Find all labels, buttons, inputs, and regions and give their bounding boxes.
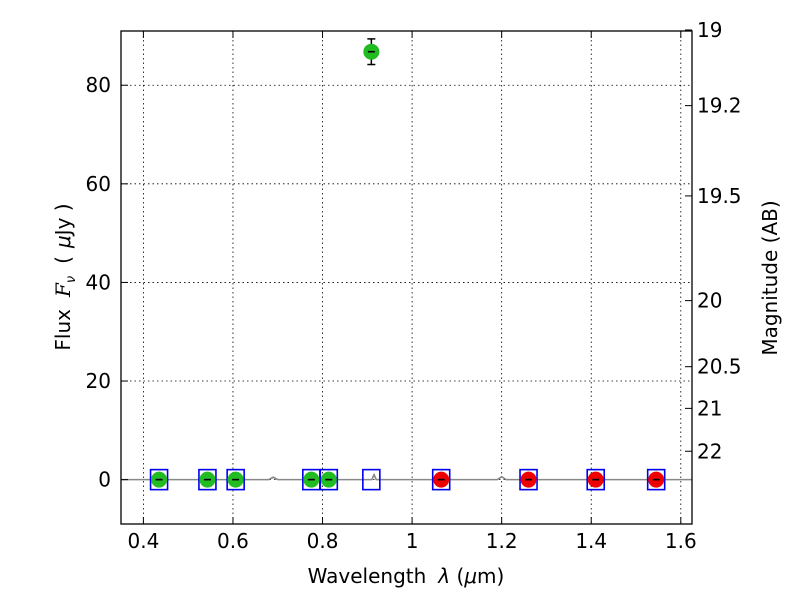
model-flux-square: [431, 468, 451, 491]
x-axis-label-unit-rest: m): [477, 564, 504, 588]
model-flux-square: [646, 468, 666, 491]
y-axis-label-unit-open: (: [51, 256, 75, 264]
x-axis-label-text: Wavelength: [308, 564, 427, 588]
model-flux-square: [519, 468, 538, 491]
y2-axis-label: Magnitude (AB): [758, 200, 782, 355]
y-tick-label: 80: [86, 73, 111, 97]
model-flux-square: [319, 468, 339, 491]
model-flux-square: [198, 468, 217, 491]
model-spectrum-line: [121, 472, 692, 481]
y-tick-label: 60: [86, 172, 111, 196]
model-flux-square: [149, 468, 169, 491]
y2-tick-label: 20.5: [697, 355, 742, 379]
y2-tick-label: 22: [697, 439, 722, 463]
y-axis-label-unit-mu: μ: [51, 235, 75, 249]
x-tick-label: 1.4: [575, 529, 607, 553]
model-flux-square: [226, 468, 245, 491]
x-tick-label: 0.4: [127, 529, 159, 553]
y-axis-label-text: Flux: [51, 309, 75, 351]
x-axis-label: Wavelength λ (μm): [308, 564, 505, 588]
x-axis-label-unit-mu: μ: [463, 564, 477, 588]
x-axis-label-symbol: λ: [437, 564, 450, 588]
y2-tick-label: 19.5: [697, 184, 742, 208]
model-flux-square: [586, 468, 606, 491]
y-tick-label: 40: [86, 270, 111, 294]
y2-tick-label: 21: [697, 396, 722, 420]
y-tick-label: 0: [98, 468, 111, 492]
y-axis-label-subscript: ν: [64, 276, 79, 283]
x-tick-label: 1.2: [486, 529, 518, 553]
data-layer: [121, 38, 692, 491]
x-tick-label: 1.6: [665, 529, 697, 553]
grid-lines: [121, 31, 692, 524]
ticks: 0.4 0.6 0.8 1 1.2 1.4 1.6 0 20 40 60 80 19 19.2 19.5 20…: [86, 18, 742, 553]
y-axis-label: Flux Fν ( μJy ): [51, 203, 79, 350]
y2-tick-label: 20: [697, 289, 722, 313]
x-tick-label: 0.6: [217, 529, 249, 553]
x-tick-label: 0.8: [307, 529, 339, 553]
x-tick-label: 1: [406, 529, 419, 553]
x-axis-label-unit-open: (: [450, 564, 464, 588]
y2-tick-label: 19: [697, 18, 722, 42]
y-axis-label-unit-rest: Jy ): [51, 203, 75, 237]
model-flux-square: [362, 468, 381, 491]
y2-tick-label: 19.2: [697, 94, 742, 118]
y-axis-label-symbol: F: [51, 282, 75, 298]
y-tick-label: 20: [86, 369, 111, 393]
plot-frame: [120, 30, 693, 525]
